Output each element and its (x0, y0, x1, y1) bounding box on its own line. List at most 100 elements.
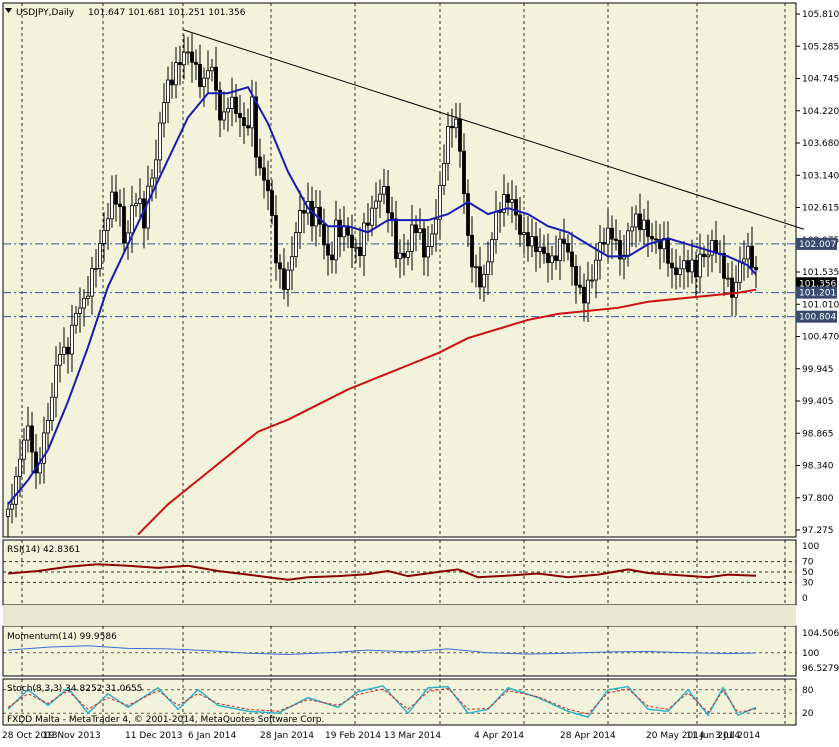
copyright-label: FXDD Malta - MetaTrader 4, © 2001-2014, … (7, 715, 324, 725)
candle-body (90, 268, 94, 297)
candle-body (330, 254, 334, 261)
candle-body (594, 259, 598, 281)
candle-body (730, 277, 734, 298)
date-axis-label: 20 May 2014 (646, 731, 705, 741)
candle-body (70, 324, 74, 355)
candle-body (302, 210, 306, 214)
candle-body (294, 232, 298, 258)
candle-body (662, 238, 666, 250)
candle-body (490, 239, 494, 263)
price-level-tag (796, 237, 837, 250)
candle-body (270, 190, 274, 216)
candle-body (430, 233, 434, 247)
stoch-axis-label: 20 (802, 709, 814, 719)
candle-body (402, 252, 406, 258)
candle-body (254, 96, 258, 158)
price-axis-label: 101.535 (802, 268, 839, 278)
candle-body (438, 185, 442, 220)
candle-body (454, 118, 458, 129)
candle-body (6, 508, 10, 517)
candle-body (238, 113, 242, 119)
candle-body (542, 246, 546, 254)
candle-body (398, 252, 402, 259)
momentum-axis-label: 104.5062 (802, 629, 839, 639)
candle-body (202, 77, 206, 87)
candle-body (518, 214, 522, 235)
candle-body (266, 179, 270, 192)
candle-body (530, 236, 534, 247)
candle-body (734, 281, 738, 298)
candle-body (222, 111, 226, 121)
candle-body (446, 126, 450, 164)
candle-body (298, 210, 302, 233)
candle-body (630, 226, 634, 232)
candle-body (642, 219, 646, 231)
candle-body (554, 255, 558, 261)
price-level-tag (796, 310, 837, 323)
candle-body (374, 200, 378, 209)
stoch-signal-line (7, 687, 757, 715)
candle-body (410, 224, 414, 252)
rsi-axis-label: 0 (802, 594, 808, 604)
candle-body (322, 223, 326, 246)
candle-body (510, 199, 514, 203)
stoch-title: Stoch(8,3,3) 34.8252 31.0655 (7, 684, 142, 694)
candle-body (666, 238, 670, 264)
ma-slow-line (137, 288, 757, 536)
candle-body (646, 219, 650, 237)
candle-body (186, 51, 190, 54)
date-axis-label: 11 Jun 2014 (686, 731, 740, 741)
candle-body (750, 245, 754, 268)
candle-body (458, 118, 462, 152)
candle-body (262, 167, 266, 181)
date-axis-label: 4 Apr 2014 (474, 731, 524, 741)
candle-body (754, 266, 758, 271)
candle-body (34, 451, 38, 474)
candle-body (194, 61, 198, 65)
candle-body (382, 186, 386, 195)
price-axis-label: 105.810 (802, 10, 839, 20)
candle-body (746, 245, 750, 260)
candle-body (110, 191, 114, 220)
momentum-axis-label: 100 (802, 649, 819, 659)
candle-body (358, 246, 362, 256)
candle-body (546, 253, 550, 264)
candle-body (494, 210, 498, 240)
candle-body (574, 266, 578, 286)
candle-body (282, 268, 286, 290)
candle-body (390, 212, 394, 220)
price-axis-label: 104.220 (802, 107, 839, 117)
candle-body (174, 62, 178, 86)
candle-body (170, 79, 174, 86)
candle-body (678, 268, 682, 276)
candle-body (466, 193, 470, 236)
candle-body (86, 295, 90, 299)
date-axis-label: 6 Jan 2014 (188, 731, 236, 741)
candle-body (602, 242, 606, 245)
candle-body (722, 253, 726, 279)
rsi-title: RSI(14) 42.8361 (7, 545, 80, 555)
candle-body (234, 96, 238, 114)
date-axis-label: 3 Jul 2014 (715, 731, 760, 741)
candle-body (742, 258, 746, 263)
price-axis-label: 103.680 (802, 139, 839, 149)
candle-body (522, 232, 526, 235)
candle-body (474, 266, 478, 269)
candle-body (442, 163, 446, 186)
candle-body (246, 125, 250, 129)
momentum-line (7, 645, 757, 656)
candle-body (698, 253, 702, 278)
candle-body (250, 96, 254, 129)
candle-body (626, 230, 630, 256)
candle-body (134, 203, 138, 206)
price-axis-label: 97.800 (802, 494, 834, 504)
candle-body (190, 51, 194, 63)
candle-body (658, 239, 662, 250)
price-axis-label: 98.340 (802, 462, 834, 472)
price-level-tag-label: 101.356 (799, 279, 836, 289)
trendline (182, 29, 805, 230)
price-axis-label: 100.470 (802, 333, 839, 343)
candle-body (26, 425, 30, 441)
candle-body (334, 219, 338, 261)
